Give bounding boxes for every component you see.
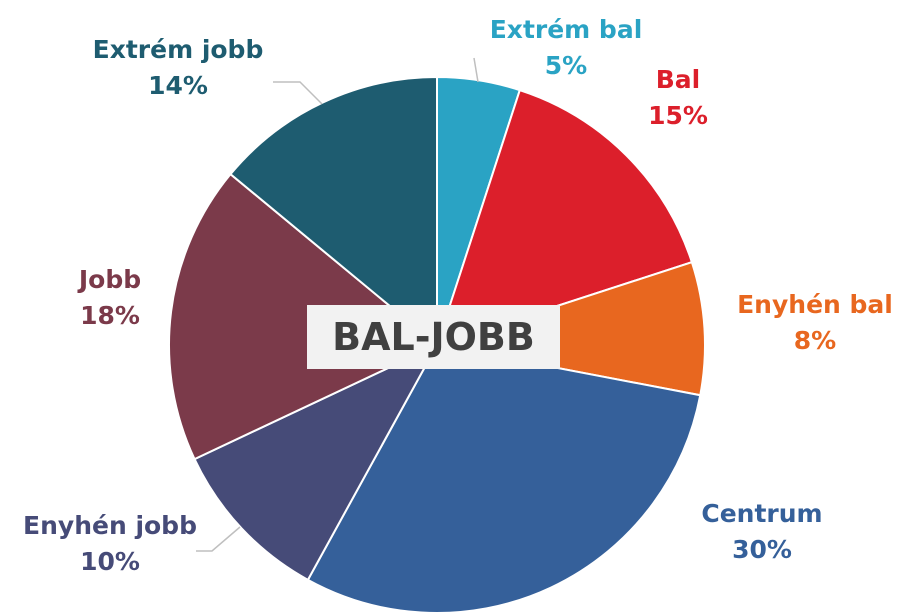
pie-slice-2 [436,260,706,397]
pie-slices [168,75,706,614]
slice-label-value: 8% [794,326,836,355]
pie-slice-1 [435,88,694,347]
slice-label-value: 15% [648,101,708,130]
slice-label-name: Extrém jobb [93,35,264,64]
slice-label-value: 5% [545,51,587,80]
slice-label-name: Enyhén bal [737,290,893,319]
slice-label-value: 10% [80,547,140,576]
pie-slice-4 [193,342,440,582]
slice-label-name: Centrum [701,499,822,528]
leader-line-extrem-bal [473,57,479,83]
pie-slice-6 [229,75,438,348]
slice-label-name: Jobb [77,265,141,294]
pie-slice-3 [306,343,702,614]
slice-label-value: 18% [80,301,140,330]
slice-label-name: Enyhén jobb [23,511,197,540]
slice-label-name: Extrém bal [490,15,643,44]
slice-label-value: 14% [148,71,208,100]
leader-line-extrem-jobb [273,81,323,105]
slice-label-name: Bal [656,65,701,94]
chart-title: BAL-JOBB [332,315,535,359]
slice-label-value: 30% [732,535,792,564]
pie-slice-5 [168,172,439,461]
chart-title-box: BAL-JOBB [307,305,560,369]
leader-line-enyhen-jobb [196,526,241,552]
leader-lines [196,57,479,552]
slice-labels: Extrém bal 5% Bal 15% Enyhén bal 8% Centrum 30%… [23,15,893,576]
